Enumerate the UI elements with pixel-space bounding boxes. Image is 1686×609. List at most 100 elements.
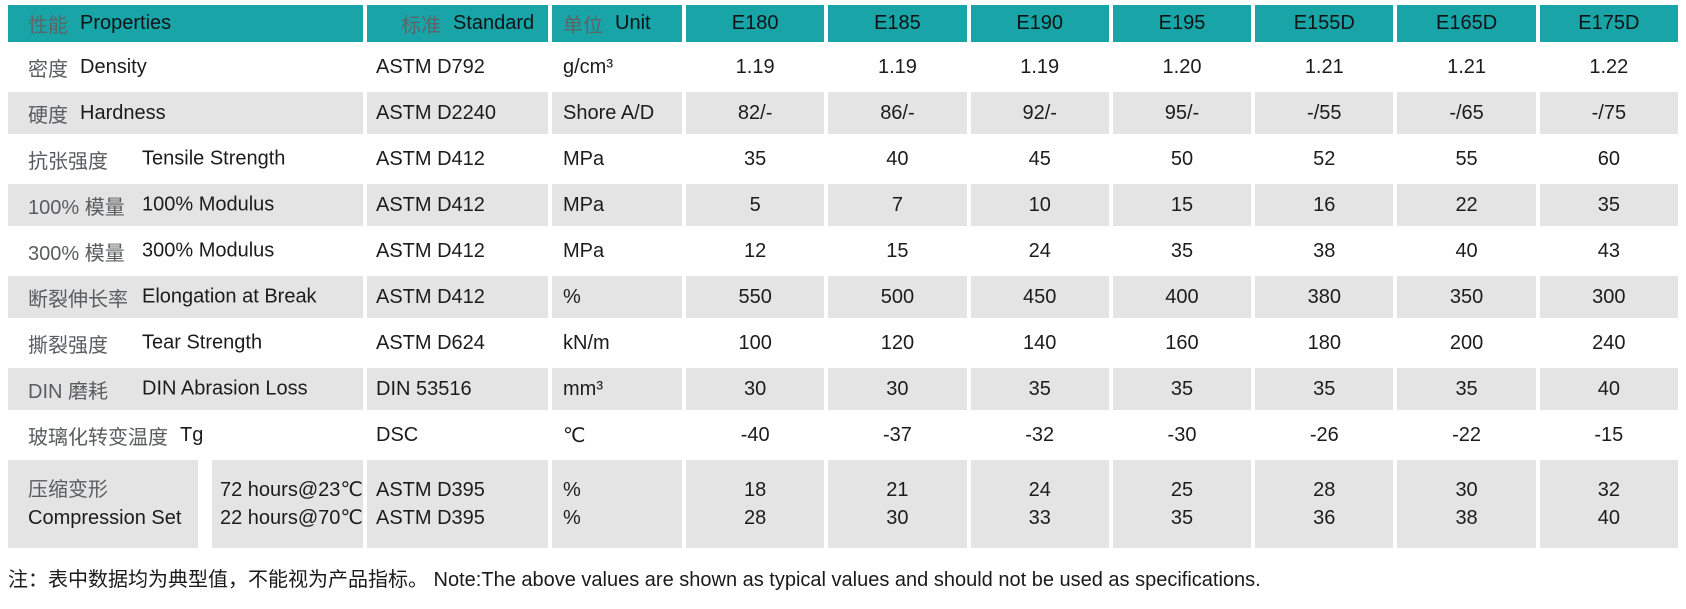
value: 24	[1028, 239, 1051, 262]
header-product-label: E175D	[1578, 12, 1640, 34]
property-cell: 100% 模量 100% Modulus	[8, 184, 363, 226]
unit-value: %	[563, 479, 581, 501]
value: -22	[1452, 423, 1482, 446]
property-name-en: 100% Modulus	[142, 193, 275, 216]
value: 43	[1597, 239, 1620, 262]
value-cell: 28 36	[1255, 460, 1394, 548]
value-cell: 500	[828, 276, 967, 318]
value-cell: 160	[1112, 322, 1252, 364]
standard-value: ASTM D395	[376, 479, 485, 501]
value: 35	[1170, 377, 1194, 400]
value: 180	[1307, 331, 1341, 354]
header-product-label: E180	[731, 12, 779, 34]
value-lines: 21 30	[886, 460, 908, 548]
header-product-e195: E195	[1112, 5, 1252, 42]
property-row: 100% 模量 100% Modulus ASTM D412 MPa 5 7 10 15 16 2…	[8, 184, 1678, 226]
value-cell: 200	[1397, 322, 1536, 364]
value-cell: 86/-	[828, 92, 967, 134]
value-cell: 95/-	[1112, 92, 1252, 134]
value: 60	[1597, 147, 1620, 170]
unit-value: mm³	[563, 377, 603, 400]
header-unit: 单位 Unit	[552, 5, 682, 42]
value: 40	[1597, 507, 1620, 529]
unit-lines: %%	[563, 460, 581, 548]
property-name-zh: 300% 模量	[28, 242, 125, 265]
value-lines: 18 28	[744, 460, 766, 548]
value-cell: 15	[1112, 184, 1252, 226]
unit-value: %	[563, 285, 581, 308]
unit-cell: mm³	[552, 368, 682, 410]
value: 35	[1313, 377, 1336, 400]
value: 40	[1597, 377, 1620, 400]
compression-set-row: 压缩变形 Compression Set 72 hours@23℃ 22 hours@…	[8, 460, 1678, 548]
value-cell: 24	[970, 230, 1109, 272]
property-row: 密度 Density ASTM D792 g/cm³ 1.19 1.19 1.19 1.20 1…	[8, 46, 1678, 88]
property-cell: 压缩变形 Compression Set 72 hours@23℃ 22 hours@…	[8, 460, 363, 548]
property-name-en: Compression Set	[28, 507, 182, 529]
value-cell: 35	[1112, 230, 1252, 272]
value: 1.22	[1589, 55, 1629, 78]
value-cell: 140	[970, 322, 1109, 364]
compression-conditions: 72 hours@23℃ 22 hours@70℃	[212, 460, 363, 548]
value: 550	[738, 285, 772, 308]
value-cell: 1.22	[1539, 46, 1678, 88]
standard-cell: ASTM D412	[367, 138, 548, 180]
value-cell: 25 35	[1112, 460, 1252, 548]
standard-value: DIN 53516	[376, 377, 472, 400]
standard-cell: DIN 53516	[367, 368, 548, 410]
value: 38	[1313, 239, 1336, 262]
value: 1.19	[877, 55, 917, 78]
value: -/75	[1591, 101, 1627, 124]
value: 160	[1165, 331, 1199, 354]
standard-lines: ASTM D395 ASTM D395	[376, 460, 485, 548]
value: 95/-	[1164, 101, 1200, 124]
unit-cell: MPa	[552, 138, 682, 180]
value-cell: -15	[1539, 414, 1678, 456]
standard-cell: ASTM D624	[367, 322, 548, 364]
standard-value: ASTM D412	[376, 285, 485, 308]
standard-value: ASTM D624	[376, 331, 485, 354]
property-cell: 抗张强度 Tensile Strength	[8, 138, 363, 180]
value-cell: 35	[1397, 368, 1536, 410]
value: -30	[1167, 423, 1197, 446]
value: -26	[1309, 423, 1339, 446]
property-row: 300% 模量 300% Modulus ASTM D412 MPa 12 15 24 35 3…	[8, 230, 1678, 272]
value: -15	[1594, 423, 1624, 446]
header-product-label: E165D	[1435, 12, 1498, 34]
value: 21	[886, 479, 909, 501]
value-cell: -26	[1255, 414, 1394, 456]
standard-value: ASTM D412	[376, 193, 485, 216]
header-standard: 标准 Standard	[367, 5, 548, 42]
value-cell: 35	[1539, 184, 1678, 226]
value: 200	[1449, 331, 1484, 354]
header-product-e155d: E155D	[1255, 5, 1394, 42]
value: 1.20	[1162, 55, 1202, 78]
value: 40	[886, 147, 909, 170]
value-cell: 30	[828, 368, 967, 410]
value: 82/-	[737, 101, 773, 124]
value-cell: -30	[1112, 414, 1252, 456]
header-unit-zh: 单位	[563, 15, 603, 37]
value: 35	[1170, 239, 1194, 262]
value-cell: 7	[828, 184, 967, 226]
property-row: 玻璃化转变温度 Tg DSC ℃ -40 -37 -32 -30 -26 -22 -15	[8, 414, 1678, 456]
property-name-en: DIN Abrasion Loss	[142, 377, 308, 400]
value: 24	[1028, 479, 1051, 501]
value-cell: 50	[1112, 138, 1252, 180]
value: 1.21	[1447, 55, 1487, 78]
unit-value: Shore A/D	[563, 101, 655, 124]
value: 25	[1170, 479, 1194, 501]
value-cell: 92/-	[970, 92, 1109, 134]
value-lines: 25 35	[1171, 460, 1193, 548]
value: 18	[744, 479, 767, 501]
standard-cell: ASTM D395 ASTM D395	[367, 460, 548, 548]
value: 12	[744, 239, 767, 262]
value: 30	[744, 377, 767, 400]
property-cell: 撕裂强度 Tear Strength	[8, 322, 363, 364]
property-name-en: Tensile Strength	[142, 147, 286, 170]
property-name-zh: 硬度	[28, 104, 68, 127]
header-product-label: E190	[1016, 12, 1064, 34]
header-unit-en: Unit	[615, 12, 651, 34]
value-cell: 35	[970, 368, 1109, 410]
